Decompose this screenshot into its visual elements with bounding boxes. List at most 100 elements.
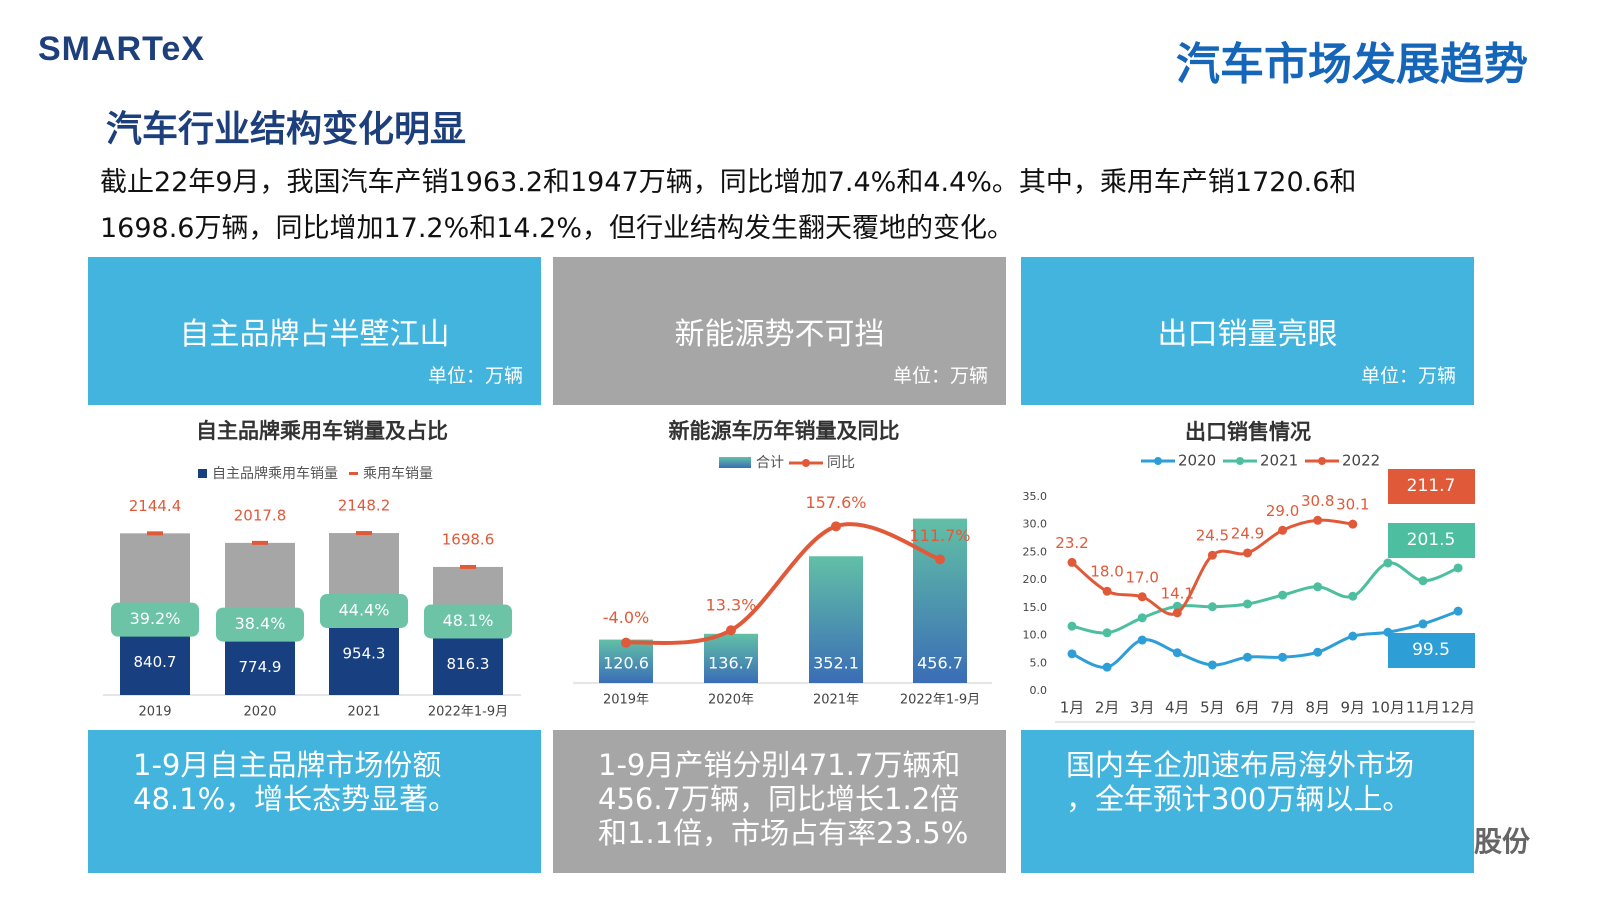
series-point [1207, 660, 1217, 670]
series-point [1137, 592, 1147, 602]
x-tick-label: 6月 [1235, 699, 1260, 717]
panel-footer: 国内车企加速布局海外市场 ，全年预计300万辆以上。 [1021, 730, 1474, 873]
yoy-point [726, 625, 736, 636]
panel-header: 新能源势不可挡 单位：万辆 [553, 257, 1006, 405]
series-point [1137, 635, 1147, 645]
y-tick-label: 25.0 [1023, 545, 1048, 558]
series-point [1102, 586, 1112, 596]
share-pill [111, 602, 199, 637]
panel-unit: 单位：万辆 [1360, 365, 1456, 387]
point-label: 30.1 [1336, 496, 1369, 514]
point-label: 14.1 [1161, 584, 1194, 602]
x-tick-label: 4月 [1165, 699, 1190, 717]
legend-swatch [802, 459, 810, 467]
series-point [1067, 649, 1077, 659]
brand-label: 774.9 [239, 658, 282, 676]
total-label: 211.7 [1407, 476, 1456, 496]
total-box [1388, 523, 1475, 558]
chart-title: 出口销售情况 [1185, 420, 1311, 444]
footer-line: 和1.1倍，市场占有率23.5% [598, 816, 969, 850]
x-tick-label: 1月 [1060, 699, 1085, 717]
legend-swatch [1154, 457, 1162, 465]
series-point [1418, 619, 1428, 629]
yoy-point [621, 637, 631, 648]
page-title: 汽车市场发展趋势 [1176, 39, 1528, 90]
total-marker [460, 564, 476, 569]
share-pill [216, 607, 304, 642]
series-point [1207, 550, 1217, 560]
y-tick-label: 5.0 [1030, 656, 1048, 669]
bar [809, 556, 863, 683]
yoy-label: 157.6% [805, 493, 866, 512]
series-point [1172, 648, 1182, 658]
footer-line: 456.7万辆，同比增长1.2倍 [598, 782, 960, 816]
panel-footer: 1-9月自主品牌市场份额 48.1%，增长态势显著。 [88, 730, 541, 873]
series-point [1172, 601, 1182, 611]
footer-line: 1-9月产销分别471.7万辆和 [598, 748, 961, 782]
brand-label: 954.3 [343, 645, 386, 663]
intro-line: 截止22年9月，我国汽车产销1963.2和1947万辆，同比增加7.4%和4.4… [100, 167, 1357, 198]
total-label: 201.5 [1407, 530, 1456, 550]
share-label: 38.4% [235, 614, 286, 633]
series-point [1313, 515, 1323, 525]
total-box [1388, 469, 1475, 504]
x-tick-label: 3月 [1130, 699, 1155, 717]
x-tick-label: 12月 [1441, 699, 1475, 717]
intro: 截止22年9月，我国汽车产销1963.2和1947万辆，同比增加7.4%和4.4… [100, 160, 1356, 252]
legend-swatch [1236, 457, 1244, 465]
y-tick-label: 30.0 [1023, 518, 1048, 531]
x-tick-label: 5月 [1200, 699, 1225, 717]
share-label: 39.2% [130, 609, 181, 628]
legend-swatch [198, 469, 207, 478]
point-label: 30.8 [1301, 492, 1334, 510]
series-point [1278, 652, 1288, 662]
x-tick-label: 2月 [1095, 699, 1120, 717]
x-tick-label: 10月 [1371, 699, 1405, 717]
panel-header: 出口销量亮眼 单位：万辆 [1021, 257, 1474, 405]
series-point [1348, 591, 1358, 601]
y-tick-label: 0.0 [1030, 684, 1048, 697]
legend-swatch [349, 472, 358, 475]
bar-label: 120.6 [603, 654, 649, 673]
total-label: 2017.8 [234, 506, 287, 524]
series-point [1067, 557, 1077, 567]
share-label: 48.1% [443, 611, 494, 630]
series-point [1313, 647, 1323, 657]
y-tick-label: 15.0 [1023, 601, 1048, 614]
x-tick-label: 2019年 [603, 693, 649, 708]
point-label: 29.0 [1266, 502, 1299, 520]
brand-bar [120, 631, 190, 695]
bar [704, 633, 758, 683]
legend-label: 2020 [1178, 452, 1216, 470]
series-point [1278, 525, 1288, 535]
series-point [1243, 652, 1252, 662]
legend-swatch [1318, 457, 1326, 465]
series-point [1383, 558, 1393, 568]
x-tick-label: 11月 [1406, 699, 1440, 717]
total-marker [252, 540, 268, 545]
series-point [1453, 606, 1463, 616]
total-marker [147, 531, 163, 536]
panel-header: 自主品牌占半壁江山 单位：万辆 [88, 257, 541, 405]
panel-unit: 单位：万辆 [892, 365, 988, 387]
brand-bar [329, 623, 399, 695]
x-tick-label: 9月 [1341, 699, 1366, 717]
y-tick-label: 35.0 [1023, 490, 1048, 503]
bar-label: 456.7 [917, 654, 963, 673]
yoy-line [625, 522, 941, 646]
x-tick-label: 2020 [243, 705, 276, 720]
series-point [1348, 519, 1358, 529]
series-point [1453, 563, 1463, 573]
yoy-label: 111.7% [909, 526, 970, 545]
yoy-label: 13.3% [706, 596, 757, 615]
series-point [1313, 582, 1323, 592]
footer-line: ，全年预计300万辆以上。 [1066, 782, 1412, 816]
brand-label: 840.7 [134, 653, 177, 671]
series-point [1243, 599, 1252, 609]
yoy-label: -4.0% [603, 608, 649, 627]
panel-footer: 1-9月产销分别471.7万辆和 456.7万辆，同比增长1.2倍 和1.1倍，市场… [553, 730, 1006, 873]
brand-bar [433, 633, 503, 695]
x-tick-label: 2020年 [708, 693, 754, 708]
